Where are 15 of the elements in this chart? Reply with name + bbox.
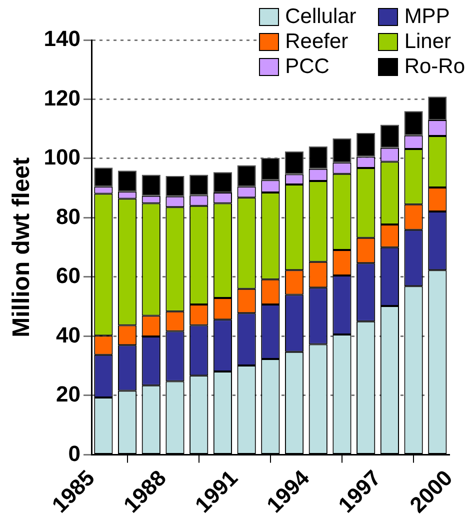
legend-label: Ro-Ro — [404, 54, 465, 79]
y-axis-title: Million dwt fleet — [8, 157, 36, 338]
y-tick-label: 0 — [68, 440, 81, 466]
y-tick-label: 60 — [56, 263, 81, 288]
legend-label: Liner — [404, 29, 452, 54]
y-tick-label: 40 — [56, 322, 81, 348]
y-tick-label: 100 — [44, 144, 81, 170]
y-tick-label: 120 — [44, 85, 81, 110]
y-tick-label: 140 — [44, 26, 81, 52]
legend-label: Reefer — [285, 29, 348, 54]
y-tick-label: 20 — [56, 382, 81, 407]
legend-label: PCC — [285, 54, 330, 79]
legend-label: Cellular — [285, 4, 356, 29]
legend-label: MPP — [404, 4, 450, 29]
y-tick-label: 80 — [56, 204, 81, 229]
